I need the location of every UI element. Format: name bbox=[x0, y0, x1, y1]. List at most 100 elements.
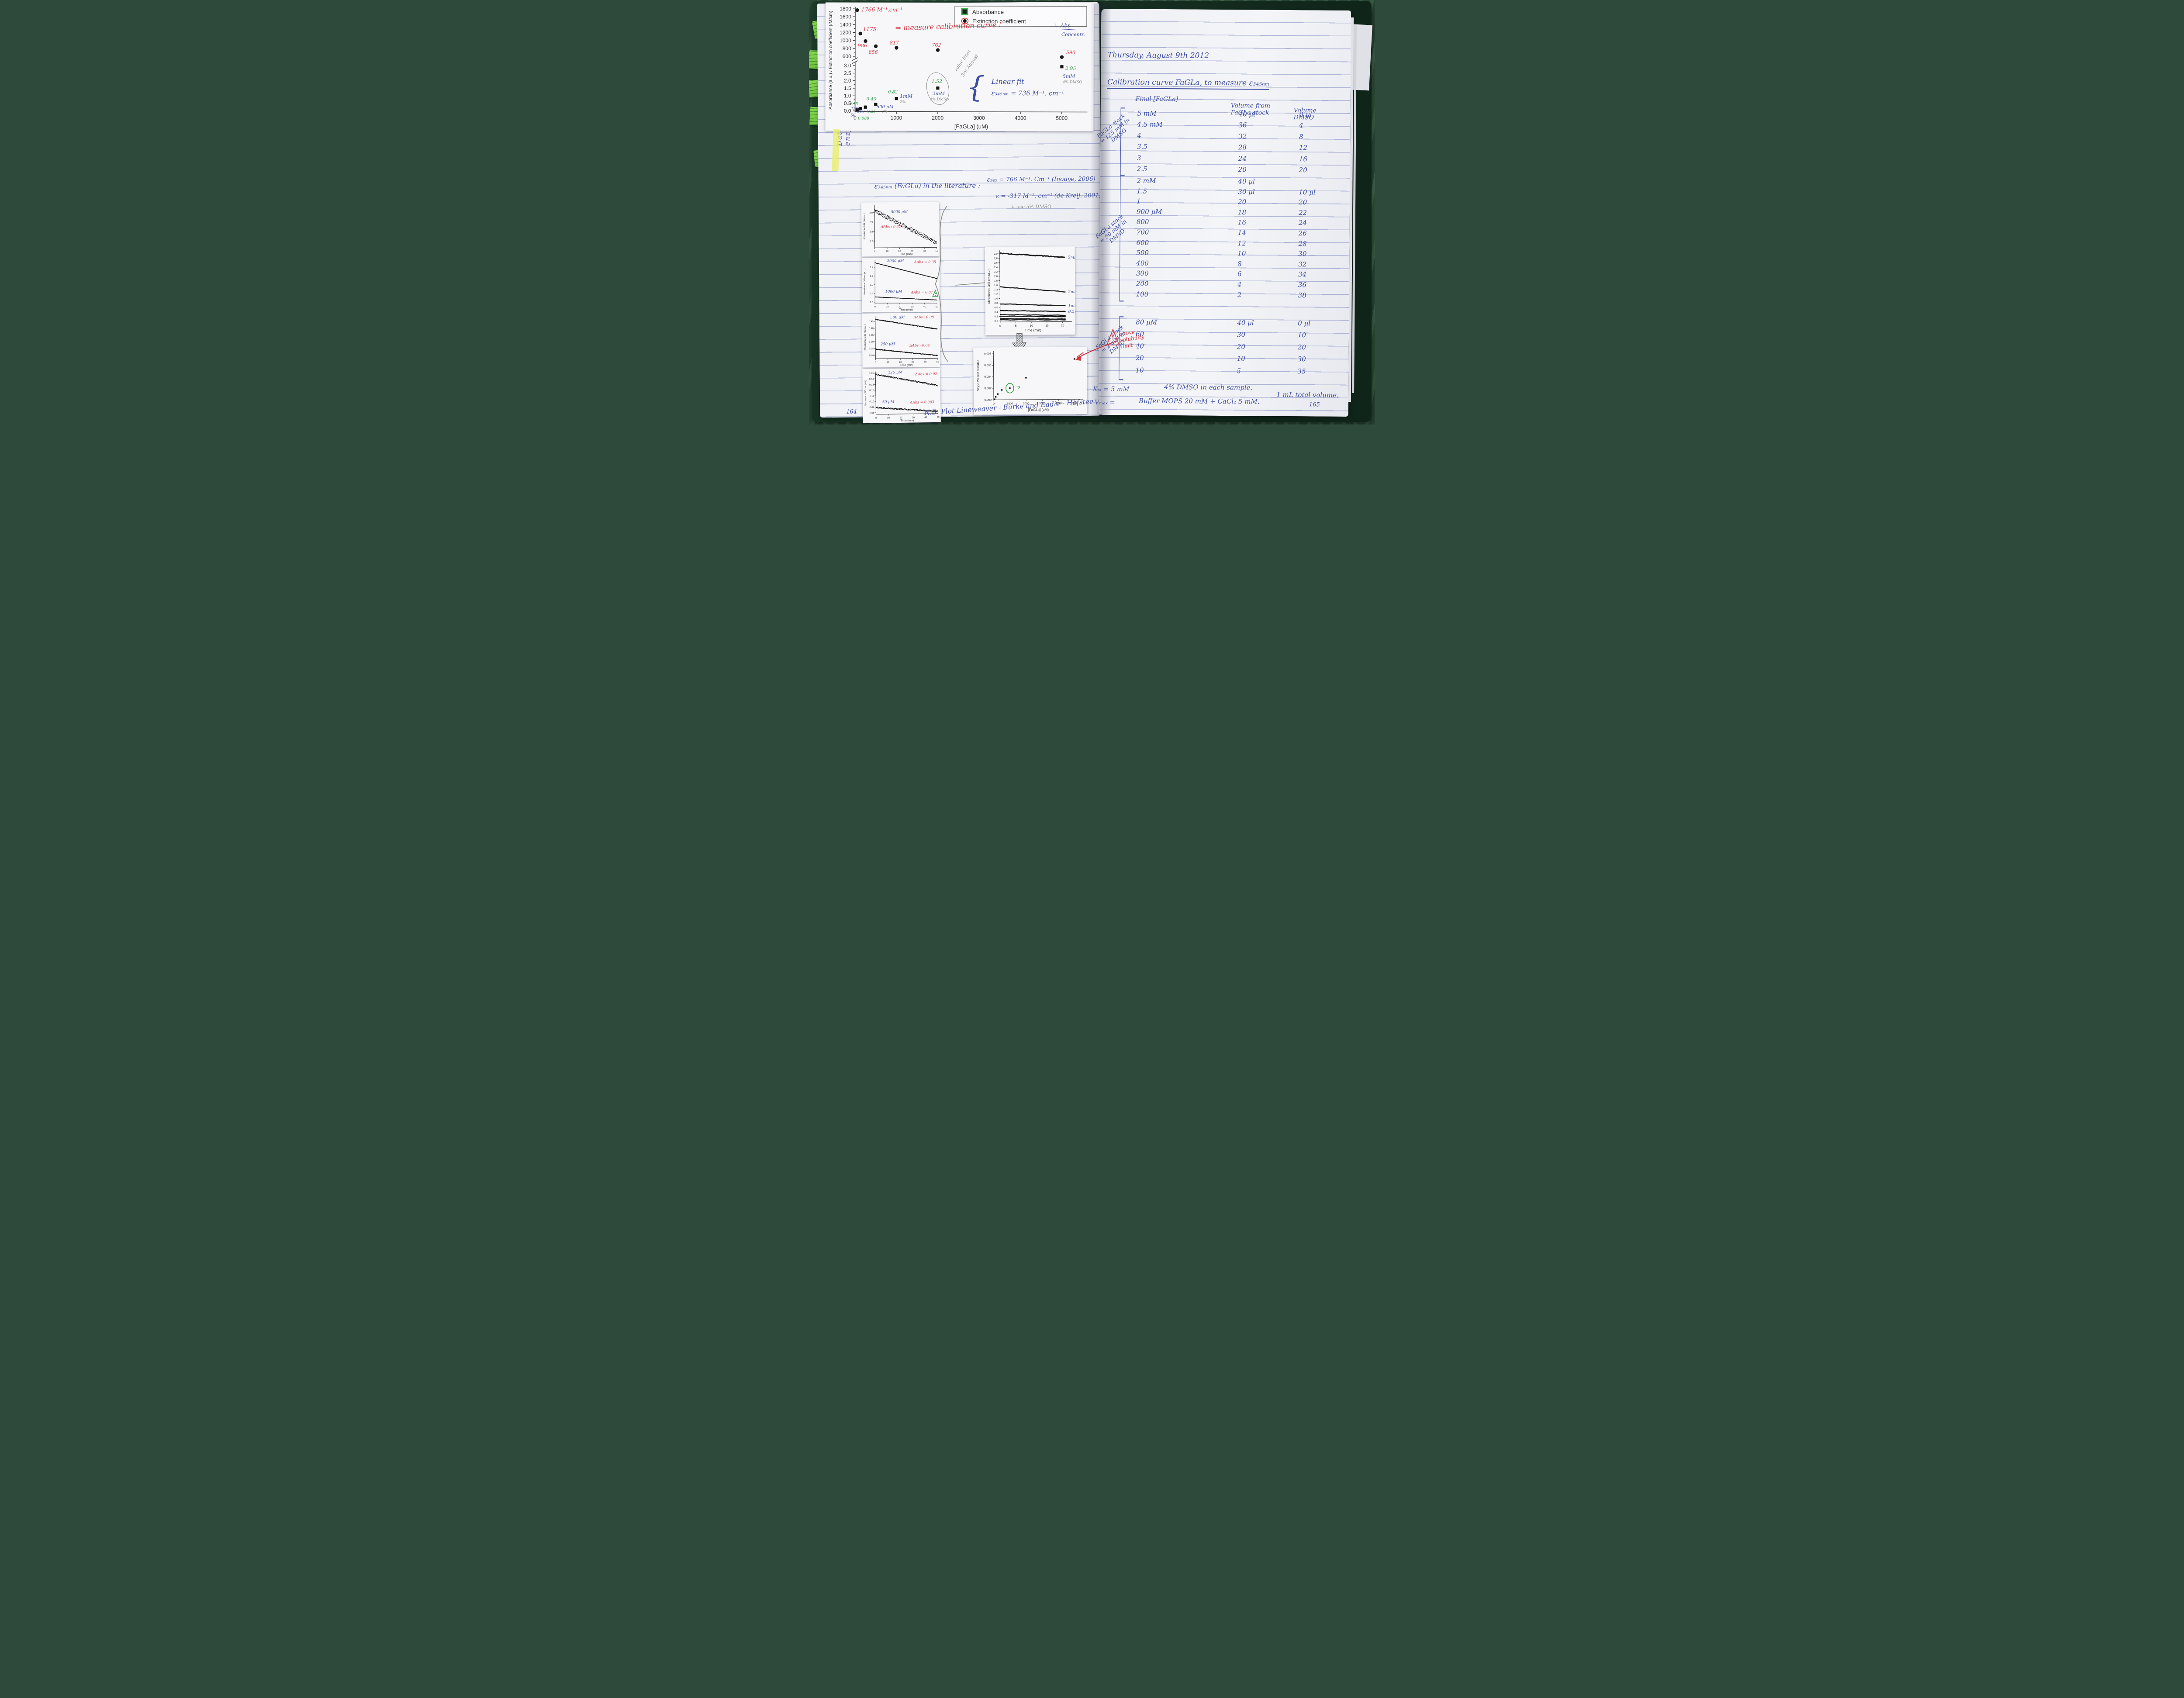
chart-element bbox=[917, 409, 918, 410]
data-point bbox=[997, 393, 999, 395]
chart-text: 1.5 bbox=[844, 85, 851, 91]
cell-concentration: 400 bbox=[1136, 259, 1149, 267]
series-label: 5mM bbox=[1068, 255, 1075, 260]
chart-element bbox=[900, 223, 901, 224]
chart-text: 0.12 bbox=[869, 389, 874, 392]
cell-volume-dmso: 16 bbox=[1299, 155, 1308, 163]
chart-text: 2.2 bbox=[994, 271, 998, 273]
stock-label: FaGLa stock = 125 mM in DMSO bbox=[1095, 112, 1131, 145]
cell-concentration: 700 bbox=[1136, 228, 1149, 236]
chart-text: Time (min) bbox=[900, 419, 914, 422]
chart-text: Absorbance 345 nm (a.u.) bbox=[864, 380, 867, 406]
chart-element bbox=[913, 352, 914, 353]
timecourse-summary-chart: 0.00.20.40.60.81.01.21.41.61.82.02.22.42… bbox=[988, 250, 1075, 332]
data-point bbox=[1074, 358, 1075, 360]
chart-element bbox=[887, 215, 888, 216]
chart-text: Absorbance 345 nm (a.u.) bbox=[988, 269, 991, 304]
cell-volume-dmso: 12 bbox=[1299, 144, 1308, 152]
chart-element bbox=[925, 382, 926, 383]
table-row: 600 12 28 bbox=[1126, 238, 1346, 251]
chart-text: 40 bbox=[924, 361, 926, 364]
series-line bbox=[999, 252, 1066, 259]
chart-text: 50 bbox=[936, 250, 938, 252]
series-label: 50 µM bbox=[882, 400, 895, 404]
chart-text: 0.08 bbox=[870, 412, 874, 414]
table-row: 2.5 20 20 bbox=[1127, 165, 1347, 177]
chart-text: 0 bbox=[854, 115, 857, 121]
cell-volume-stock: 4 bbox=[1237, 280, 1242, 289]
chart-text: 800 bbox=[843, 45, 851, 52]
chart-element bbox=[879, 213, 880, 214]
chart-text: 1200 bbox=[840, 30, 851, 36]
chart-text: 2.95 bbox=[1065, 66, 1076, 71]
cell-volume-stock: 18 bbox=[1237, 208, 1247, 217]
chart-text: 50 bbox=[850, 114, 855, 118]
data-point bbox=[994, 398, 995, 400]
chart-element bbox=[881, 264, 882, 265]
chart-text: 0.004 bbox=[984, 376, 992, 379]
chart-element bbox=[926, 237, 927, 238]
chart-text: 0.30 bbox=[869, 341, 874, 343]
footnote-buffer: Buffer MOPS 20 mM + CaCl₂ 5 mM. bbox=[1138, 397, 1260, 406]
table-row: 80 µM 40 µl 0 µl bbox=[1125, 318, 1345, 330]
series-line bbox=[1000, 314, 1066, 316]
chart-element bbox=[934, 410, 935, 411]
chart-text: 125 bbox=[851, 107, 858, 111]
chart-element bbox=[922, 274, 923, 275]
chart-text: 2.7 bbox=[870, 240, 873, 243]
cell-volume-dmso: 30 bbox=[1297, 355, 1306, 363]
chart-text: 30 bbox=[912, 417, 915, 419]
axes bbox=[874, 260, 937, 304]
brace-glyph: { bbox=[967, 70, 985, 104]
chart-text: 50 bbox=[936, 306, 938, 308]
chart-text: 1.8 bbox=[994, 280, 998, 283]
chart-text: 1.2 bbox=[870, 275, 874, 278]
table-row: 60 30 10 bbox=[1125, 330, 1345, 342]
data-point bbox=[995, 396, 997, 398]
cell-volume-dmso: 35 bbox=[1297, 367, 1306, 375]
table-row: 20 10 30 bbox=[1125, 354, 1345, 366]
axes bbox=[875, 371, 938, 415]
chart-element bbox=[932, 239, 933, 240]
chart-text: 1400 bbox=[840, 21, 851, 28]
chart-text: 0.000 bbox=[985, 398, 992, 401]
chart-text: 5000 bbox=[1056, 115, 1068, 121]
chart-text: 0.20 bbox=[869, 355, 874, 357]
chart-text: 10 bbox=[1030, 324, 1033, 328]
chart-element bbox=[925, 237, 926, 238]
chart-text: 0.40 bbox=[869, 327, 874, 330]
chart-text: 4% DMSO bbox=[1062, 80, 1082, 84]
chart-text: 762 bbox=[932, 42, 941, 48]
chart-text: 20 bbox=[899, 361, 902, 364]
data-point bbox=[1025, 377, 1027, 379]
chart-text: 0.006 bbox=[984, 364, 992, 367]
chart-text: 0.0 bbox=[844, 108, 851, 114]
table-row: 300 6 34 bbox=[1126, 269, 1346, 282]
chart-text: 10 bbox=[887, 417, 890, 419]
chart-text: Slope 20 first minutes bbox=[976, 359, 980, 391]
extinction-point bbox=[1060, 55, 1064, 59]
literature-lead: ε₃₄₅ₙₘ (FaGLa) in the literature : bbox=[874, 181, 981, 190]
table-rows: 2 mM 40 µl 1.5 30 µl 10 µl 1 20 20 900 µM 18 22 800… bbox=[1127, 176, 1347, 299]
cell-volume-stock: 24 bbox=[1238, 154, 1247, 162]
chart-text: 856 bbox=[869, 49, 878, 55]
chart-element bbox=[910, 352, 911, 353]
chart-element bbox=[886, 218, 887, 219]
chart-text: 1766 M⁻¹.cm⁻¹ bbox=[861, 6, 903, 13]
timecourse-chart: 0.15 0.14 0.13 0.12 0.11 0.10 0.09 0.08 0 10 20 30 4… bbox=[864, 370, 939, 422]
extinction-point bbox=[874, 44, 878, 48]
chart-text: 1000 bbox=[891, 115, 902, 121]
cell-volume-stock: 30 µl bbox=[1238, 187, 1255, 196]
chart-element bbox=[916, 382, 917, 383]
chart-element bbox=[916, 230, 917, 231]
absorbance-point bbox=[855, 108, 859, 111]
chart-element bbox=[907, 379, 908, 380]
absorbance-point bbox=[874, 103, 878, 106]
cell-volume-stock: 5 bbox=[1237, 366, 1241, 375]
chart-element bbox=[915, 231, 916, 232]
chart-text: 0 bbox=[993, 402, 995, 405]
chart-text: 3.0 bbox=[994, 253, 998, 255]
chart-text: 40 bbox=[923, 250, 926, 253]
timecourse-chart: 1.4 1.2 1.0 0.8 0.60 10 20 30 40 50 Time (min) Abso… bbox=[864, 259, 939, 311]
chart-text: 0.008 bbox=[984, 352, 992, 355]
